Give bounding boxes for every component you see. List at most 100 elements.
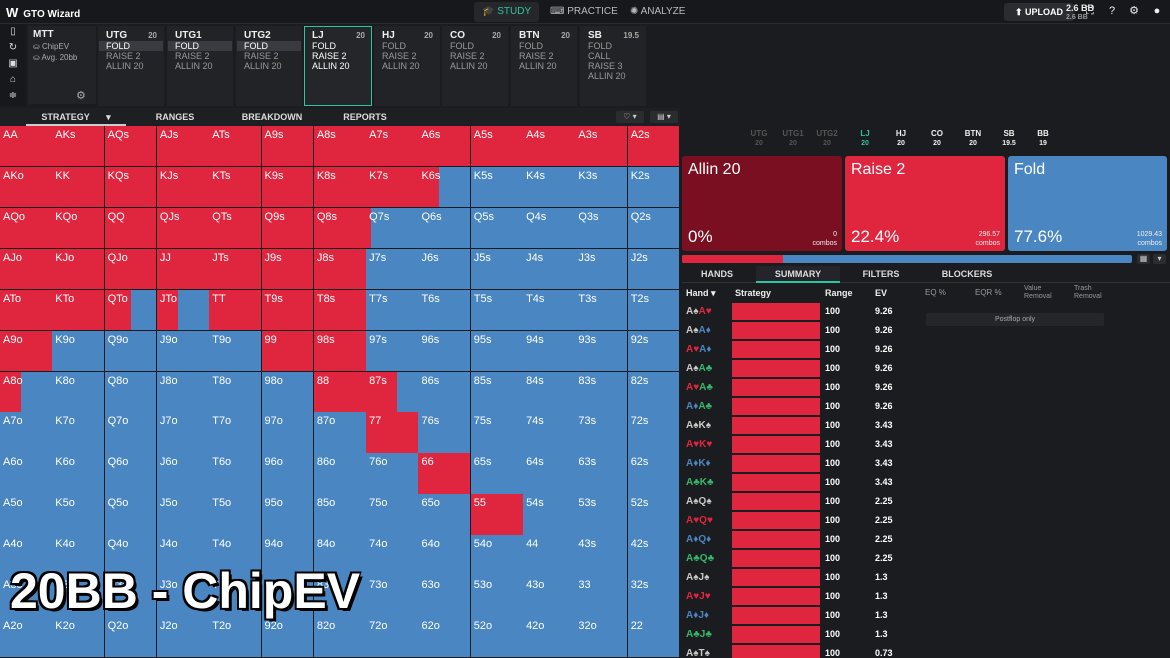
matrix-cell[interactable]: 99 [261,330,315,373]
action-card-raise-2[interactable]: Raise 2 22.4% 296.57 combos [845,156,1005,251]
hand-row[interactable]: A♣J♣ 100 1.3 [682,625,922,644]
matrix-cell[interactable]: 93o [261,576,315,618]
save-icon[interactable]: ▣ [8,58,18,69]
matrix-cell[interactable]: Q3s [575,207,629,250]
matrix-cell[interactable]: 44 [523,535,576,577]
hand-row[interactable]: A♥A♦ 100 9.26 [682,340,922,359]
matrix-cell[interactable]: J9o [156,330,210,373]
position-action[interactable]: FOLD [450,41,475,51]
matrix-cell[interactable]: 42s [627,535,681,577]
matrix-cell[interactable]: J4o [156,535,210,577]
matrix-cell[interactable]: T3o [209,576,263,618]
position-action[interactable]: FOLD [519,41,544,51]
matrix-cell[interactable]: 94s [523,330,576,373]
matrix-cell[interactable]: K9s [261,166,315,209]
matrix-cell[interactable]: 65s [470,453,524,495]
nav-tab-practice[interactable]: ⌨ PRACTICE [550,6,618,17]
position-action[interactable]: FOLD [588,41,613,51]
strip-position-btn[interactable]: BTN 20 [958,129,988,149]
matrix-cell[interactable]: AJo [0,248,53,291]
matrix-cell[interactable]: Q9o [104,330,158,373]
matrix-cell[interactable]: T9o [209,330,263,373]
matrix-cell[interactable]: 54o [470,535,524,577]
hand-row[interactable]: A♠J♠ 100 1.3 [682,568,922,587]
matrix-cell[interactable]: K5o [52,494,106,536]
position-action[interactable]: RAISE 2 [175,51,210,61]
position-card-hj[interactable]: HJ 20 FOLD RAISE 2 ALLIN 20 [374,26,440,106]
position-card-lj[interactable]: LJ 20 FOLD RAISE 2 ALLIN 20 [304,26,372,106]
matrix-cell[interactable]: KK [52,166,106,209]
matrix-cell[interactable]: K8s [313,166,367,209]
matrix-cell[interactable]: T8s [313,289,367,332]
matrix-cell[interactable]: 84s [523,371,576,413]
matrix-cell[interactable]: KJs [156,166,210,209]
matrix-cell[interactable]: 75s [470,412,524,454]
matrix-cell[interactable]: 83o [313,576,367,618]
matrix-cell[interactable]: K4s [523,166,576,209]
matrix-cell[interactable]: AJs [156,126,210,168]
strip-position-utg1[interactable]: UTG1 20 [778,129,808,149]
tab-strategy[interactable]: STRATEGY ▾ [26,108,126,126]
matrix-cell[interactable]: 65o [418,494,472,536]
matrix-cell[interactable]: 82o [313,617,367,658]
matrix-cell[interactable]: J2s [627,248,681,291]
matrix-cell[interactable]: K2s [627,166,681,209]
matrix-cell[interactable]: 53o [470,576,524,618]
position-action[interactable]: FOLD [237,41,301,51]
matrix-cell[interactable]: JJ [156,248,210,291]
matrix-cell[interactable]: T5s [470,289,524,332]
tab-hands[interactable]: HANDS [700,269,733,279]
matrix-cell[interactable]: KQo [52,207,106,250]
position-action[interactable]: RAISE 2 [382,51,417,61]
matrix-cell[interactable]: Q7o [104,412,158,454]
matrix-cell[interactable]: 94o [261,535,315,577]
col-trash-removal[interactable]: Trash Removal [1074,285,1102,300]
hand-row[interactable]: A♦J♦ 100 1.3 [682,606,922,625]
matrix-cell[interactable]: Q6s [418,207,472,250]
matrix-cell[interactable]: 96o [261,453,315,495]
position-card-sb[interactable]: SB 19.5 FOLD CALL RAISE 3 ALLIN 20 [580,26,646,106]
screenshot-icon[interactable]: ⛶ [1086,5,1094,17]
matrix-cell[interactable]: J4s [523,248,576,291]
matrix-cell[interactable]: 95s [470,330,524,373]
upload-button[interactable]: ⬆ UPLOAD [1004,3,1074,21]
help-icon[interactable]: ? [1108,5,1116,17]
matrix-cell[interactable]: J6o [156,453,210,495]
strip-position-hj[interactable]: HJ 20 [886,129,916,149]
matrix-cell[interactable]: 73s [575,412,629,454]
matrix-cell[interactable]: A9s [261,126,315,168]
matrix-cell[interactable]: Q5s [470,207,524,250]
position-action[interactable]: RAISE 2 [450,51,485,61]
matrix-cell[interactable]: 86o [313,453,367,495]
matrix-cell[interactable]: 92o [261,617,315,658]
matrix-cell[interactable]: J5s [470,248,524,291]
matrix-cell[interactable]: 72s [627,412,681,454]
hand-row[interactable]: A♠A♦ 100 9.26 [682,321,922,340]
position-card-co[interactable]: CO 20 FOLD RAISE 2 ALLIN 20 [442,26,508,106]
app-logo[interactable]: W GTO Wizard [6,5,80,20]
favorite-button[interactable]: ♡ ▾ [616,111,644,123]
gear-icon[interactable]: ⚙ [76,90,86,102]
matrix-cell[interactable]: QTo [104,289,158,332]
matrix-cell[interactable]: K8o [52,371,106,413]
position-card-btn[interactable]: BTN 20 FOLD RAISE 2 ALLIN 20 [511,26,577,106]
matrix-cell[interactable]: A2o [0,617,53,658]
matrix-cell[interactable]: K3o [52,576,106,618]
matrix-cell[interactable]: T4o [209,535,263,577]
hand-row[interactable]: A♦A♣ 100 9.26 [682,397,922,416]
matrix-cell[interactable]: 77 [366,412,419,454]
hand-row[interactable]: A♠Q♠ 100 2.25 [682,492,922,511]
matrix-cell[interactable]: A6s [418,126,472,168]
matrix-cell[interactable]: 88 [313,371,367,413]
grid-view-icon[interactable]: ▦ [1137,254,1150,264]
tab-breakdown[interactable]: BREAKDOWN [241,112,303,122]
matrix-cell[interactable]: 32o [575,617,629,658]
chevron-down-icon[interactable]: ▾ [1153,254,1166,264]
tab-blockers[interactable]: BLOCKERS [941,269,993,279]
hand-row[interactable]: A♥A♣ 100 9.26 [682,378,922,397]
matrix-cell[interactable]: 64o [418,535,472,577]
matrix-cell[interactable]: J5o [156,494,210,536]
matrix-cell[interactable]: J8s [313,248,367,291]
matrix-cell[interactable]: 43o [523,576,576,618]
matrix-cell[interactable]: 74s [523,412,576,454]
